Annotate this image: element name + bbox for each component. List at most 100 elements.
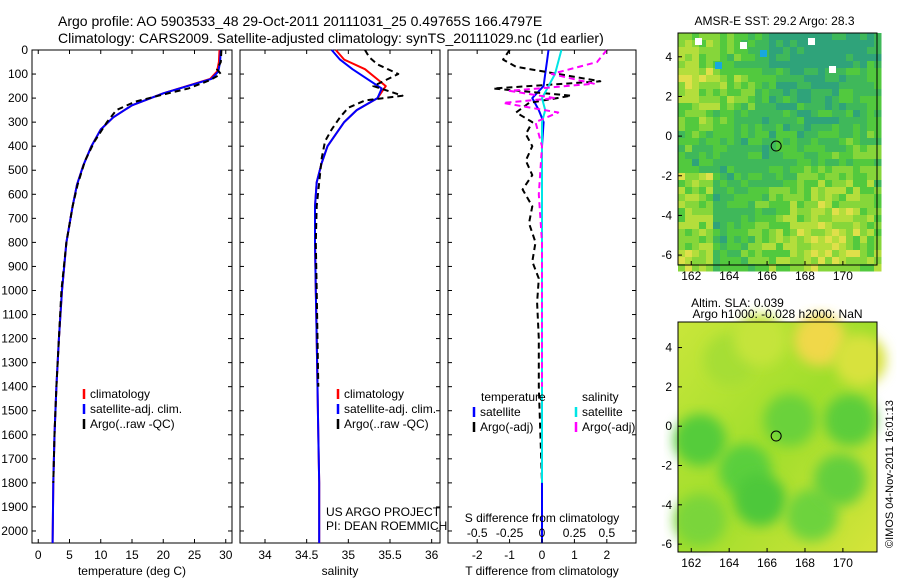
sst_map-cell: [790, 257, 798, 265]
temperature-ytick-label: 600: [8, 187, 28, 201]
sst_map-cell: [825, 68, 833, 76]
sst_map-cell: [874, 215, 882, 223]
sst_map-cell: [783, 68, 791, 76]
sst_map-cell: [783, 166, 791, 174]
sst_map-cell: [776, 124, 784, 132]
sst_map-cell: [706, 166, 714, 174]
sst_map-cell: [720, 159, 728, 167]
sst_map-cell: [769, 215, 777, 223]
sst_map-cell: [713, 201, 721, 209]
salinity-xtick-label: 35.5: [378, 548, 402, 562]
sst_map-cell: [853, 75, 861, 83]
sla_map-xtick-label: 170: [833, 556, 853, 570]
sst_map-cell: [678, 124, 686, 132]
sst_map-cell: [720, 124, 728, 132]
sst_map-cell: [762, 75, 770, 83]
sst_map-cell: [832, 89, 840, 97]
sst_map-cell: [734, 159, 742, 167]
sst_map-cell: [832, 250, 840, 258]
sst_map-cell: [755, 166, 763, 174]
sst_map-cell: [720, 243, 728, 251]
sst_map-cell: [685, 82, 693, 90]
sst_map-cell: [867, 33, 875, 41]
sst_map-cell: [853, 152, 861, 160]
sst_map-cell: [699, 159, 707, 167]
sst_map-cell: [692, 159, 700, 167]
sst_map-cell: [825, 117, 833, 125]
sst_map-cell: [720, 138, 728, 146]
sst_map-cell: [713, 243, 721, 251]
sst_map-cell: [804, 236, 812, 244]
sst_map-cell: [839, 47, 847, 55]
difference-xlabel: T difference from climatology: [465, 564, 619, 578]
sst_map-cell: [804, 152, 812, 160]
difference-s-tick-label: 0.5: [598, 526, 615, 540]
sst_map-cell: [699, 117, 707, 125]
sst_map-cell: [678, 82, 686, 90]
sst_map-cell: [832, 33, 840, 41]
sst_map-cell: [811, 159, 819, 167]
sst_map-cell: [748, 131, 756, 139]
sst_map-cell: [734, 215, 742, 223]
sst_map-cell: [685, 110, 693, 118]
sst_map-cell: [706, 33, 714, 41]
sst_map-cell: [790, 173, 798, 181]
sst_map-cell: [776, 173, 784, 181]
sst_map-cell: [762, 187, 770, 195]
sst_map-cell: [734, 201, 742, 209]
sst_map-cell: [762, 103, 770, 111]
sst_map-cell: [748, 187, 756, 195]
salinity-annotation: US ARGO PROJECT: [326, 505, 441, 519]
sst_map-cell: [783, 110, 791, 118]
sst_map-cell: [720, 75, 728, 83]
sst_map-cell: [762, 61, 770, 69]
sst_map-cell: [832, 208, 840, 216]
sst_map-cell: [853, 264, 861, 272]
salinity-frame: [239, 49, 441, 544]
sst_map-cell: [755, 264, 763, 272]
sst_map-cell: [762, 89, 770, 97]
sst_map-cell: [783, 103, 791, 111]
sst_map-cell: [804, 166, 812, 174]
sst_map-cell: [853, 61, 861, 69]
sst_map-cell: [713, 82, 721, 90]
sst_map-cell: [846, 159, 854, 167]
sst_map-cell: [678, 201, 686, 209]
temperature-xlabel: temperature (deg C): [78, 564, 186, 578]
temperature-ytick-label: 1100: [2, 308, 28, 322]
sst_map-cell: [741, 117, 749, 125]
sst_map-cell: [769, 75, 777, 83]
sst_map-cell: [839, 131, 847, 139]
sst_map-cell: [713, 117, 721, 125]
sst_map-cell: [762, 257, 770, 265]
sst_map-cell: [790, 110, 798, 118]
sst_map-cell: [790, 117, 798, 125]
sst_map-cell: [678, 229, 686, 237]
sst_map-cell: [839, 89, 847, 97]
sst_map-cell: [692, 264, 700, 272]
sla_map-argo-marker: [770, 430, 782, 442]
sst_map-cell: [818, 250, 826, 258]
sst_map-cell: [860, 236, 868, 244]
sst_map-cell: [755, 222, 763, 230]
sst_map-cell: [741, 89, 749, 97]
sst_map-xtick-label: 162: [681, 269, 701, 283]
sst_map-cell: [713, 40, 721, 48]
sst_map-cell: [797, 187, 805, 195]
sst_map-cell: [846, 208, 854, 216]
sst_map-cell: [727, 110, 735, 118]
sst_map-cell: [769, 145, 777, 153]
sst_map-cell: [818, 124, 826, 132]
sst_map-cell: [811, 166, 819, 174]
temperature-xtick-label: 30: [219, 548, 233, 562]
sst_map-cell: [860, 250, 868, 258]
sst_map-cell: [797, 236, 805, 244]
sst_map-cell: [706, 82, 714, 90]
sst_map-cell: [832, 236, 840, 244]
sst_map-cell: [713, 187, 721, 195]
sla_map-subtitle: Argo h1000: -0.028 h2000: NaN: [692, 307, 862, 321]
sst_map-cell: [811, 61, 819, 69]
sst_map-cell: [874, 236, 882, 244]
sst_map-cell: [867, 124, 875, 132]
